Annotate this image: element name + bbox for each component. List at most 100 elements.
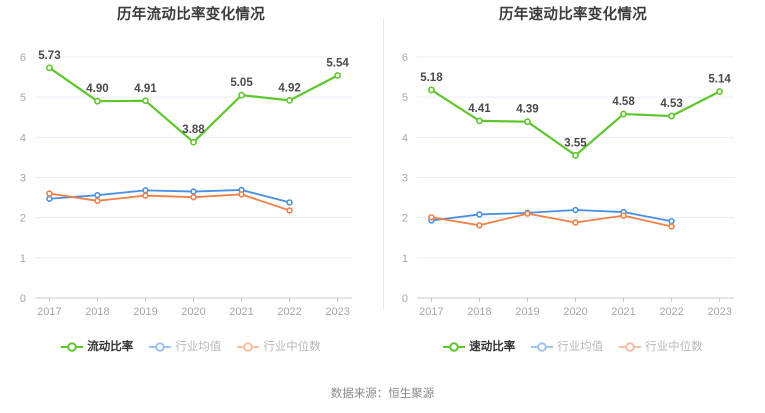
data-point-marker: [238, 191, 245, 198]
quick-ratio-panel: 历年速动比率变化情况 0 1 2 3 4 5 6 2017 2018 2019 2020 2021 20…: [382, 0, 764, 375]
x-axis-tick-label: 2023: [325, 306, 349, 315]
data-point-marker: [238, 91, 245, 99]
legend-item-industry-median[interactable]: 行业中位数: [237, 340, 321, 354]
legend-quick-ratio: 速动比率 行业均值 行业中位数: [382, 340, 764, 354]
data-point-value-label: 4.92: [278, 82, 300, 94]
page-title-current-ratio: 历年流动比率变化情况: [117, 7, 265, 23]
legend-item-current-ratio[interactable]: 流动比率: [61, 340, 133, 354]
data-point-marker: [524, 118, 531, 126]
data-point-marker: [572, 219, 579, 226]
legend-marker-blue-icon: [149, 342, 172, 352]
charts-row: 历年流动比率变化情况 0 1 2 3 4 5 6 2017 2018 2019 2020 2021 20…: [0, 0, 764, 375]
y-axis-tick-label: 0: [402, 293, 408, 305]
series-line: [430, 209, 673, 223]
legend-marker-orange-icon: [237, 342, 260, 352]
x-axis-tick-label: 2022: [277, 306, 301, 315]
data-point-marker: [190, 193, 197, 201]
series-line: [48, 189, 291, 204]
data-point-marker: [428, 214, 435, 221]
data-point-value-label: 5.14: [708, 74, 731, 86]
y-axis-tick-label: 1: [402, 253, 408, 265]
data-point-marker: [286, 199, 293, 206]
y-axis-tick-label: 3: [402, 173, 408, 185]
x-axis-tick-label: 2018: [85, 306, 109, 315]
legend-current-ratio: 流动比率 行业均值 行业中位数: [0, 340, 382, 354]
y-axis-tick-label: 5: [20, 92, 26, 104]
y-axis-tick-label: 5: [402, 92, 408, 104]
data-point-marker: [94, 97, 101, 105]
x-axis-tick-label: 2019: [515, 306, 539, 315]
data-point-marker: [286, 96, 293, 104]
data-point-marker: [716, 88, 723, 95]
x-axis-tick-label: 2022: [659, 306, 683, 315]
data-point-marker: [428, 86, 435, 94]
current-ratio-panel: 历年流动比率变化情况 0 1 2 3 4 5 6 2017 2018 2019 2020 2021 20…: [0, 0, 382, 375]
legend-label-industry-average: 行业均值: [175, 341, 222, 353]
data-point-value-label: 4.58: [612, 96, 635, 108]
data-point-marker: [142, 192, 149, 199]
legend-marker-orange-icon: [619, 342, 642, 352]
y-axis-tick-label: 3: [20, 173, 26, 185]
data-point-value-label: 4.41: [468, 103, 491, 115]
data-point-value-label: 4.91: [134, 83, 157, 95]
legend-marker-green-icon: [443, 342, 466, 352]
data-point-value-label: 5.54: [326, 57, 349, 69]
legend-label-industry-average: 行业均值: [557, 341, 604, 353]
page-title-quick-ratio: 历年速动比率变化情况: [499, 7, 647, 23]
x-axis-tick-label: 2017: [37, 306, 61, 315]
data-point-marker: [94, 197, 101, 205]
quick-ratio-svg: 0 1 2 3 4 5 6 2017 2018 2019 2020 2021 2022 2023 5.18 4…: [402, 52, 734, 315]
data-point-value-label: 4.39: [516, 104, 538, 116]
y-axis-tick-label: 2: [402, 213, 408, 225]
legend-label-industry-median: 行业中位数: [645, 341, 703, 353]
data-point-marker: [476, 117, 483, 125]
y-axis-tick-label: 4: [402, 132, 408, 144]
x-axis-tick-label: 2018: [467, 306, 491, 315]
y-axis-tick-label: 0: [20, 293, 26, 305]
data-point-value-label: 5.18: [420, 72, 443, 84]
x-axis-tick-label: 2020: [563, 306, 587, 315]
data-point-marker: [476, 211, 483, 218]
data-point-marker: [46, 195, 53, 202]
data-point-marker: [190, 188, 197, 195]
data-point-marker: [334, 72, 341, 79]
data-point-marker: [668, 223, 675, 230]
data-point-value-label: 4.53: [660, 98, 682, 110]
x-axis-tick-label: 2020: [181, 306, 205, 315]
data-source-footer: 数据来源：恒生聚源: [330, 388, 435, 400]
data-point-value-label: 5.05: [230, 77, 253, 89]
current-ratio-plot: 0 1 2 3 4 5 6 2017 2018 2019 2020 2021 2022 2023 5.73 4…: [0, 27, 382, 315]
legend-item-industry-average[interactable]: 行业均值: [149, 340, 221, 354]
data-point-marker: [46, 190, 53, 197]
y-axis-tick-label: 1: [20, 253, 26, 265]
legend-item-quick-ratio[interactable]: 速动比率: [443, 340, 515, 354]
series-line: [430, 212, 673, 228]
series-line: [48, 192, 291, 212]
y-axis-tick-label: 2: [20, 213, 26, 225]
legend-marker-blue-icon: [531, 342, 554, 352]
legend-item-industry-median[interactable]: 行业中位数: [619, 340, 703, 354]
data-point-marker: [572, 206, 579, 214]
legend-label-quick-ratio: 速动比率: [469, 341, 516, 353]
y-axis-tick-label: 4: [20, 132, 26, 144]
data-point-marker: [668, 218, 675, 225]
data-point-value-label: 4.90: [86, 83, 108, 95]
y-axis-tick-label: 6: [402, 52, 408, 64]
data-point-value-label: 3.88: [182, 124, 205, 136]
x-axis-tick-label: 2021: [229, 306, 253, 315]
data-point-marker: [286, 207, 293, 214]
x-axis-tick-label: 2023: [707, 306, 731, 315]
legend-label-industry-median: 行业中位数: [263, 341, 321, 353]
y-axis-tick-label: 6: [20, 52, 26, 64]
data-point-marker: [476, 222, 483, 229]
data-point-marker: [620, 212, 627, 219]
x-axis-tick-label: 2017: [419, 306, 443, 315]
legend-item-industry-average[interactable]: 行业均值: [531, 340, 603, 354]
data-point-marker: [190, 138, 197, 146]
panel-divider: [383, 18, 384, 310]
legend-marker-green-icon: [61, 342, 84, 352]
data-point-marker: [142, 187, 149, 194]
x-axis-tick-label: 2019: [133, 306, 157, 315]
data-point-value-label: 5.73: [38, 50, 60, 62]
